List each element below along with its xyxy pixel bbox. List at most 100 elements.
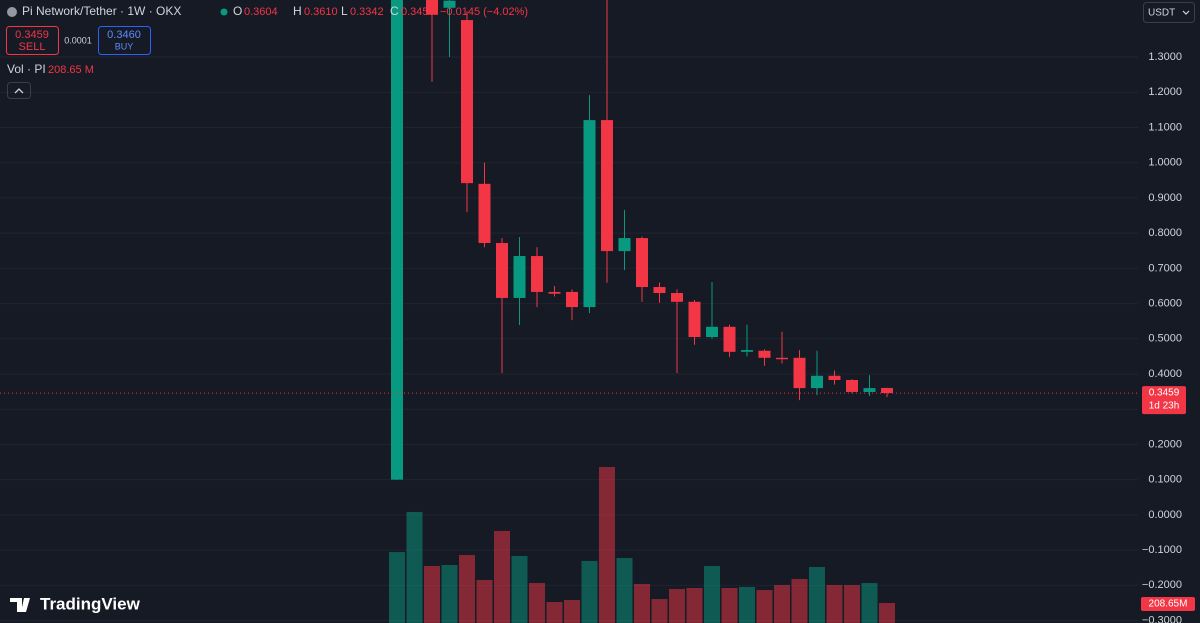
candle-body bbox=[461, 20, 473, 184]
y-tick-label: 0.9000 bbox=[1148, 192, 1182, 204]
ohlc-open: 0.3604 bbox=[244, 6, 278, 18]
volume-bar bbox=[704, 565, 720, 623]
y-tick-label: 0.7000 bbox=[1148, 262, 1182, 274]
volume-bar bbox=[406, 511, 423, 623]
candle-body bbox=[706, 326, 718, 338]
y-tick-label: 0.0000 bbox=[1148, 509, 1182, 521]
buy-button[interactable] bbox=[98, 26, 151, 55]
y-tick-label: 1.3000 bbox=[1148, 51, 1182, 63]
candle-body bbox=[653, 287, 666, 294]
volume-bar bbox=[879, 602, 895, 623]
candle-body bbox=[548, 291, 561, 294]
candle-body bbox=[391, 0, 403, 480]
candle-body bbox=[758, 350, 771, 358]
volume-bar bbox=[826, 585, 843, 623]
ohlc-h-label: H bbox=[293, 4, 302, 18]
y-tick-label: 0.6000 bbox=[1148, 297, 1182, 309]
symbol-title[interactable]: Pi Network/Tether · 1W · OKX bbox=[22, 4, 181, 18]
y-tick-label: 1.0000 bbox=[1148, 157, 1182, 169]
currency: USDT bbox=[1148, 8, 1175, 19]
volume-bar bbox=[791, 578, 808, 623]
last-volume-label: 208.65M bbox=[1149, 599, 1188, 610]
volume-bar bbox=[616, 557, 633, 623]
y-tick-label: −0.3000 bbox=[1142, 614, 1182, 623]
y-tick-label: −0.1000 bbox=[1142, 544, 1182, 556]
volume-bar bbox=[564, 599, 580, 623]
volume-bar bbox=[669, 588, 685, 623]
y-tick-label: 0.8000 bbox=[1148, 227, 1182, 239]
candle-body bbox=[566, 291, 578, 308]
candle-body bbox=[618, 238, 631, 252]
volume-bar bbox=[494, 530, 510, 623]
currency-chevron bbox=[1182, 10, 1190, 15]
sell-label: SELL bbox=[19, 41, 46, 53]
candle-body bbox=[583, 120, 596, 308]
volume-bar bbox=[844, 585, 860, 623]
currency-button[interactable] bbox=[1143, 2, 1195, 23]
candle-body bbox=[688, 301, 701, 338]
countdown-label: 1d 23h bbox=[1149, 401, 1180, 412]
volume-bar bbox=[599, 467, 615, 623]
volume-bar bbox=[721, 588, 738, 623]
y-tick-label: 0.2000 bbox=[1148, 438, 1182, 450]
sell-price: 0.3459 bbox=[15, 29, 49, 41]
last-volume-box bbox=[1141, 596, 1195, 611]
candle-body bbox=[426, 0, 438, 15]
buy-label: BUY bbox=[115, 41, 134, 51]
volume-bar bbox=[476, 579, 493, 623]
volume-bar bbox=[861, 583, 878, 623]
candle-body bbox=[793, 357, 806, 389]
ohlc-low: 0.3342 bbox=[350, 6, 384, 18]
volume-bar bbox=[511, 555, 528, 623]
collapse-button[interactable] bbox=[7, 82, 31, 99]
price-pane bbox=[0, 0, 1138, 481]
collapse-icon bbox=[14, 88, 24, 94]
candle-body bbox=[636, 238, 648, 288]
ohlc-l-label: L bbox=[341, 4, 348, 18]
status-dot bbox=[220, 8, 228, 16]
volume-bar bbox=[546, 602, 563, 623]
candle-body bbox=[443, 0, 456, 8]
volume-bar bbox=[581, 560, 598, 623]
candle-body bbox=[513, 256, 526, 298]
volume-bar bbox=[756, 590, 773, 623]
y-tick-label: 0.5000 bbox=[1148, 333, 1182, 345]
volume-bar bbox=[529, 583, 545, 623]
candle-body bbox=[478, 183, 491, 244]
buy-price: 0.3460 bbox=[107, 29, 141, 41]
candle-body bbox=[601, 120, 613, 252]
ohlc-o-label: O bbox=[233, 4, 242, 18]
symbol-icon bbox=[7, 7, 17, 17]
volume-bar bbox=[459, 555, 475, 623]
last-price-box bbox=[1142, 386, 1186, 415]
volume-bar bbox=[389, 552, 405, 623]
candle-body bbox=[846, 379, 858, 392]
spread: 0.0001 bbox=[64, 35, 92, 45]
volume-bar bbox=[651, 599, 668, 623]
sell-button[interactable] bbox=[6, 26, 59, 55]
axis-labels: 0.3459 1d 23h 208.65M bbox=[1141, 386, 1195, 611]
last-price-label: 0.3459 bbox=[1149, 388, 1180, 399]
volume-legend-label: Vol · PI bbox=[7, 62, 46, 76]
volume-legend-value: 208.65 M bbox=[48, 64, 94, 76]
volume-bar bbox=[774, 585, 790, 623]
volume-bar bbox=[441, 564, 458, 623]
y-tick-label: 0.4000 bbox=[1148, 368, 1182, 380]
candle-body bbox=[828, 375, 841, 380]
volume-bar bbox=[739, 586, 755, 623]
candle-body bbox=[863, 388, 876, 392]
volume-bar bbox=[424, 565, 440, 623]
candle-body bbox=[496, 243, 508, 298]
candle-body bbox=[671, 293, 683, 302]
y-tick-label: 1.1000 bbox=[1148, 121, 1182, 133]
y-tick-label: 1.2000 bbox=[1148, 86, 1182, 98]
candle-body bbox=[723, 326, 736, 352]
volume-pane bbox=[389, 467, 895, 623]
candle-body bbox=[776, 357, 788, 360]
brand-logo: TradingView bbox=[10, 594, 141, 613]
ohlc-c-label: C bbox=[390, 4, 399, 18]
ohlc-close: 0.3459 bbox=[401, 6, 435, 18]
y-tick-label: −0.2000 bbox=[1142, 579, 1182, 591]
price-axis: 1.3000 1.2000 1.1000 1.0000 0.9000 0.8000 0.70… bbox=[1142, 51, 1182, 623]
